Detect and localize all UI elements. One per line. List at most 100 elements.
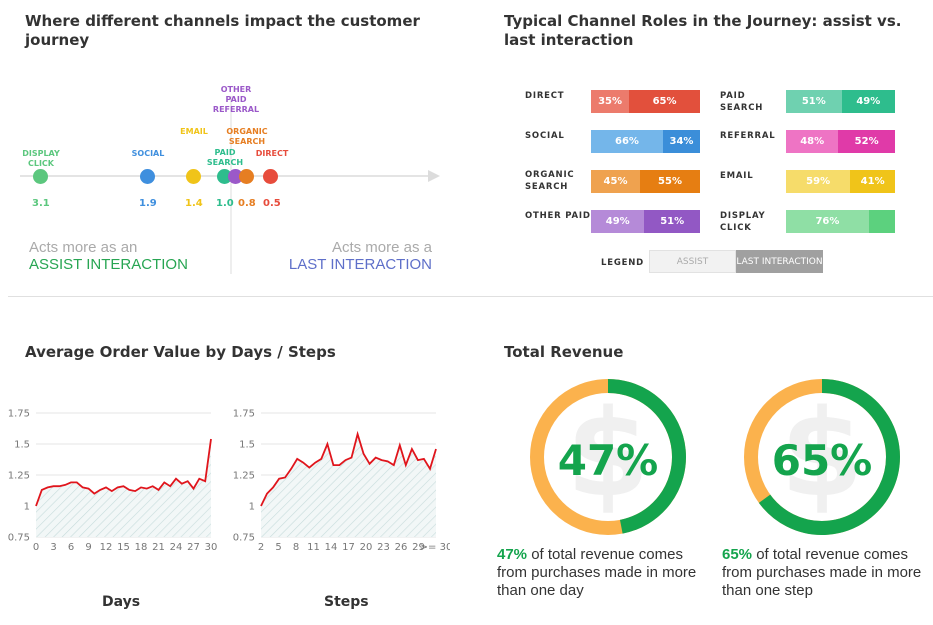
revenue-donut-days: $ 47% — [530, 379, 686, 535]
x-tick-label: 11 — [307, 542, 320, 553]
legend-assist: ASSIST — [649, 250, 736, 273]
donut-days-pct: 47% — [558, 436, 659, 485]
legend-last-interaction: LAST INTERACTION — [736, 250, 823, 273]
y-tick-label: 1 — [249, 502, 255, 513]
x-tick-label: 15 — [117, 542, 130, 553]
x-tick-label: 14 — [325, 542, 338, 553]
x-tick-label: 21 — [152, 542, 165, 553]
dollar-icon: $ — [566, 385, 650, 524]
role-bar-last-segment: 34% — [662, 130, 700, 153]
assist-interaction-label: ASSIST INTERACTION — [29, 256, 188, 273]
role-bar-last-segment — [868, 210, 895, 233]
role-label-referral: REFERRAL — [720, 131, 776, 141]
x-tick-label: 9 — [85, 542, 91, 553]
x-tick-label: 3 — [50, 542, 56, 553]
y-tick-label: 0.75 — [233, 533, 255, 544]
y-tick-label: 0.75 — [8, 533, 30, 544]
revenue-donut-steps: $ 65% — [744, 379, 900, 535]
revenue-days-desc: of total revenue comes from purchases ma… — [497, 546, 697, 599]
revenue-steps-pct-inline: 65% — [722, 546, 753, 563]
role-bar-assist-segment: 66% — [591, 130, 663, 153]
role-bar-last-segment: 51% — [644, 210, 700, 233]
role-bar-last-segment: 65% — [629, 90, 700, 113]
role-bar-assist-segment: 51% — [786, 90, 842, 113]
x-tick-label: 30 — [205, 542, 218, 553]
role-bar-last-segment: 52% — [838, 130, 895, 153]
x-tick-label: 29 — [412, 542, 425, 553]
donut-arc — [758, 379, 900, 535]
channel-value-paid-search: 1.0 — [216, 198, 234, 209]
role-bar-other-paid: 49% 51% — [591, 210, 700, 233]
section-divider — [8, 296, 933, 297]
role-label-email: EMAIL — [720, 171, 754, 181]
channel-value-email: 1.4 — [185, 198, 203, 209]
channel-dot-social — [140, 169, 155, 184]
role-bar-assist-segment: 76% — [786, 210, 869, 233]
revenue-title: Total Revenue — [504, 343, 624, 361]
x-tick-label: 24 — [170, 542, 183, 553]
role-bar-direct: 35% 65% — [591, 90, 700, 113]
days-label: Days — [102, 594, 141, 610]
legend-label: LEGEND — [601, 258, 644, 268]
y-tick-label: 1 — [24, 502, 30, 513]
assist-pre-text: Acts more as an — [29, 239, 138, 256]
x-tick-label: 8 — [293, 542, 299, 553]
role-label-direct: DIRECT — [525, 91, 565, 101]
aov-steps-chart: 0.75 1 1.25 1.5 1.75 2 5 8 11 14 17 20 23 26 29>= 30 — [233, 409, 450, 554]
steps-line — [260, 430, 437, 507]
y-tick-label: 1.75 — [8, 409, 30, 420]
channel-label-display-click: DISPLAY CLICK — [22, 149, 60, 168]
last-interaction-label: LAST INTERACTION — [288, 256, 432, 273]
y-tick-label: 1.5 — [239, 440, 255, 451]
aov-days-chart: 0.75 1 1.25 1.5 1.75 0 3 6 9 12 15 18 21 24 27 30 — [8, 409, 218, 554]
x-tick-label: 0 — [33, 542, 39, 553]
role-bar-last-segment: 55% — [640, 170, 700, 193]
channel-value-organic-search: 0.8 — [238, 198, 256, 209]
revenue-days-text: 47% of total revenue comes from purchase… — [497, 546, 697, 600]
role-label-social: SOCIAL — [525, 131, 565, 141]
role-label-other-paid: OTHER PAID — [525, 211, 591, 221]
role-bar-assist-segment: 49% — [591, 210, 645, 233]
y-tick-label: 1.25 — [8, 471, 30, 482]
channel-label-direct: DIRECT — [255, 149, 289, 158]
channel-dot-organic-search — [239, 169, 254, 184]
aov-title: Average Order Value by Days / Steps — [25, 343, 336, 361]
last-pre-text: Acts more as a — [331, 239, 432, 256]
role-bar-assist-segment: 48% — [786, 130, 839, 153]
journey-title: Where different channels impact the cust… — [25, 12, 420, 49]
role-bar-last-segment: 49% — [841, 90, 895, 113]
role-bar-social: 66% 34% — [591, 130, 700, 153]
x-tick-label: 27 — [187, 542, 200, 553]
roles-title: Typical Channel Roles in the Journey: as… — [504, 12, 902, 49]
role-bar-assist-segment: 45% — [591, 170, 641, 193]
role-bar-assist-segment: 35% — [591, 90, 630, 113]
channel-dot-display-click — [33, 169, 48, 184]
channel-label-social: SOCIAL — [131, 149, 165, 158]
channel-dot-email — [186, 169, 201, 184]
x-tick-label: 5 — [275, 542, 281, 553]
channel-label-email: EMAIL — [180, 127, 208, 136]
x-tick-label: 12 — [100, 542, 113, 553]
y-tick-label: 1.25 — [233, 471, 255, 482]
x-tick-label: 23 — [377, 542, 390, 553]
revenue-days-pct-inline: 47% — [497, 546, 528, 563]
role-bar-assist-segment: 59% — [786, 170, 851, 193]
channel-label-paid-search: PAID SEARCH — [206, 148, 244, 167]
revenue-steps-text: 65% of total revenue comes from purchase… — [722, 546, 922, 600]
donut-arc — [607, 379, 686, 534]
role-label-paid-search: PAID SEARCH — [720, 91, 764, 113]
role-bar-referral: 48% 52% — [786, 130, 895, 153]
steps-area — [261, 434, 436, 537]
steps-label: Steps — [324, 594, 369, 610]
y-tick-label: 1.75 — [233, 409, 255, 420]
role-label-display-click: DISPLAY CLICK — [720, 211, 766, 233]
days-line — [35, 438, 212, 507]
x-tick-label: 2 — [258, 542, 264, 553]
role-bar-last-segment: 41% — [850, 170, 895, 193]
role-bar-email: 59% 41% — [786, 170, 895, 193]
x-tick-label: 6 — [68, 542, 74, 553]
role-bar-display-click: 76% — [786, 210, 895, 233]
channel-label-organic-search: ORGANIC SEARCH — [226, 127, 268, 146]
role-bar-organic-search: 45% 55% — [591, 170, 700, 193]
channel-value-direct: 0.5 — [263, 198, 281, 209]
